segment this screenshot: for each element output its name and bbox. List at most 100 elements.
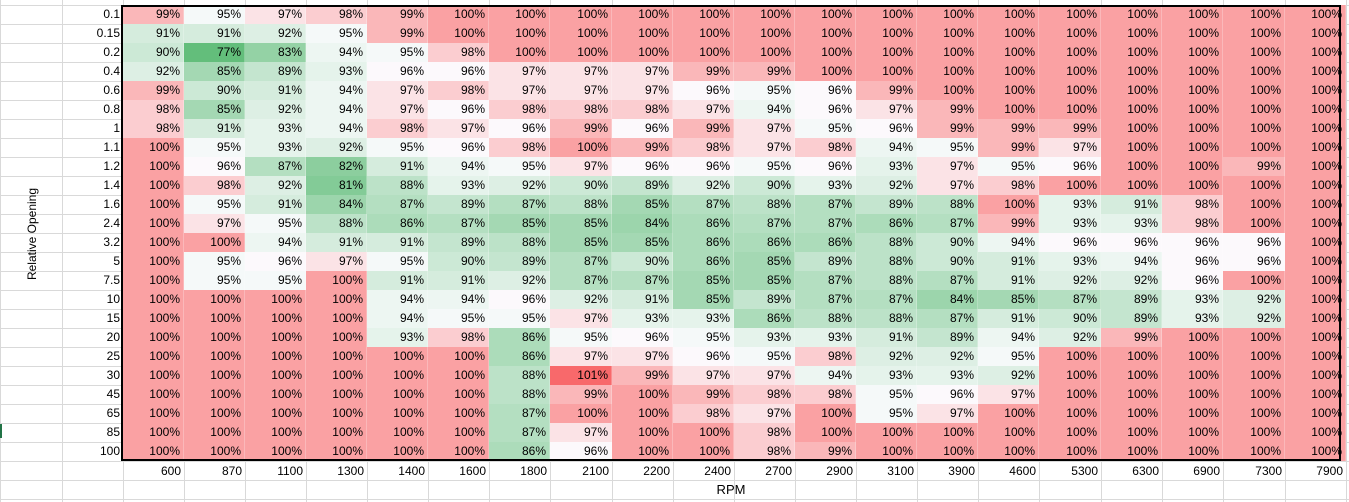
heatmap-cell[interactable]: 100% — [123, 328, 184, 347]
heatmap-cell[interactable]: 100% — [1223, 43, 1285, 62]
heatmap-cell[interactable]: 100% — [306, 328, 367, 347]
heatmap-cell[interactable]: 100% — [917, 81, 978, 100]
heatmap-cell[interactable]: 100% — [550, 43, 612, 62]
heatmap-cell[interactable]: 100% — [1039, 43, 1101, 62]
heatmap-cell[interactable]: 97% — [184, 214, 245, 233]
heatmap-cell[interactable]: 96% — [1223, 233, 1285, 252]
heatmap-cell[interactable]: 100% — [612, 385, 673, 404]
heatmap-cell[interactable]: 96% — [184, 157, 245, 176]
heatmap-cell[interactable]: 100% — [917, 442, 978, 461]
heatmap-cell[interactable]: 100% — [1285, 195, 1346, 214]
heatmap-cell[interactable]: 100% — [673, 24, 734, 43]
heatmap-cell[interactable]: 100% — [1101, 423, 1162, 442]
heatmap-cell[interactable]: 100% — [795, 43, 856, 62]
heatmap-cell[interactable]: 87% — [245, 157, 306, 176]
heatmap-cell[interactable]: 91% — [856, 328, 917, 347]
heatmap-cell[interactable]: 100% — [123, 347, 184, 366]
heatmap-cell[interactable]: 100% — [306, 366, 367, 385]
heatmap-cell[interactable]: 100% — [917, 5, 978, 24]
heatmap-cell[interactable]: 77% — [184, 43, 245, 62]
heatmap-cell[interactable]: 93% — [856, 157, 917, 176]
heatmap-cell[interactable]: 92% — [1101, 271, 1162, 290]
heatmap-cell[interactable]: 98% — [428, 81, 489, 100]
heatmap-cell[interactable]: 100% — [978, 423, 1039, 442]
heatmap-cell[interactable]: 100% — [1285, 347, 1346, 366]
heatmap-cell[interactable]: 94% — [306, 81, 367, 100]
heatmap-cell[interactable]: 85% — [734, 252, 795, 271]
heatmap-cell[interactable]: 100% — [428, 385, 489, 404]
heatmap-cell[interactable]: 95% — [184, 271, 245, 290]
heatmap-cell[interactable]: 95% — [673, 328, 734, 347]
heatmap-cell[interactable]: 100% — [428, 366, 489, 385]
heatmap-cell[interactable]: 96% — [367, 62, 428, 81]
heatmap-cell[interactable]: 95% — [367, 138, 428, 157]
heatmap-cell[interactable]: 100% — [184, 404, 245, 423]
heatmap-cell[interactable]: 100% — [1039, 5, 1101, 24]
heatmap-cell[interactable]: 100% — [1162, 423, 1223, 442]
heatmap-cell[interactable]: 98% — [489, 138, 550, 157]
heatmap-cell[interactable]: 89% — [1101, 309, 1162, 328]
heatmap-cell[interactable]: 91% — [367, 233, 428, 252]
heatmap-cell[interactable]: 100% — [123, 309, 184, 328]
heatmap-cell[interactable]: 88% — [856, 271, 917, 290]
heatmap-cell[interactable]: 100% — [1223, 100, 1285, 119]
heatmap-cell[interactable]: 99% — [367, 5, 428, 24]
heatmap-cell[interactable]: 100% — [1162, 138, 1223, 157]
heatmap-cell[interactable]: 100% — [1162, 366, 1223, 385]
heatmap-cell[interactable]: 96% — [612, 157, 673, 176]
heatmap-cell[interactable]: 97% — [550, 157, 612, 176]
heatmap-cell[interactable]: 100% — [1223, 366, 1285, 385]
heatmap-cell[interactable]: 95% — [184, 252, 245, 271]
heatmap-cell[interactable]: 97% — [917, 157, 978, 176]
heatmap-cell[interactable]: 100% — [245, 423, 306, 442]
heatmap-cell[interactable]: 100% — [795, 24, 856, 43]
heatmap-cell[interactable]: 99% — [123, 5, 184, 24]
heatmap-cell[interactable]: 98% — [306, 5, 367, 24]
heatmap-cell[interactable]: 98% — [795, 347, 856, 366]
heatmap-cell[interactable]: 97% — [428, 119, 489, 138]
heatmap-cell[interactable]: 98% — [978, 176, 1039, 195]
heatmap-cell[interactable]: 84% — [306, 195, 367, 214]
heatmap-cell[interactable]: 95% — [245, 271, 306, 290]
heatmap-cell[interactable]: 100% — [1039, 404, 1101, 423]
heatmap-cell[interactable]: 100% — [917, 62, 978, 81]
heatmap-cell[interactable]: 86% — [734, 233, 795, 252]
heatmap-cell[interactable]: 100% — [428, 442, 489, 461]
heatmap-cell[interactable]: 97% — [489, 81, 550, 100]
heatmap-cell[interactable]: 96% — [856, 119, 917, 138]
heatmap-cell[interactable]: 95% — [489, 309, 550, 328]
heatmap-cell[interactable]: 98% — [673, 138, 734, 157]
heatmap-cell[interactable]: 88% — [306, 214, 367, 233]
heatmap-cell[interactable]: 81% — [306, 176, 367, 195]
heatmap-cell[interactable]: 96% — [795, 157, 856, 176]
heatmap-cell[interactable]: 100% — [1223, 214, 1285, 233]
heatmap-cell[interactable]: 90% — [734, 176, 795, 195]
heatmap-cell[interactable]: 96% — [1223, 252, 1285, 271]
heatmap-cell[interactable]: 88% — [367, 176, 428, 195]
heatmap-cell[interactable]: 99% — [917, 119, 978, 138]
heatmap-cell[interactable]: 100% — [1223, 385, 1285, 404]
heatmap-cell[interactable]: 99% — [978, 119, 1039, 138]
heatmap-cell[interactable]: 96% — [550, 442, 612, 461]
heatmap-cell[interactable]: 97% — [917, 176, 978, 195]
heatmap-cell[interactable]: 97% — [550, 347, 612, 366]
heatmap-cell[interactable]: 100% — [612, 404, 673, 423]
heatmap-cell[interactable]: 93% — [428, 176, 489, 195]
heatmap-cell[interactable]: 97% — [673, 100, 734, 119]
heatmap-cell[interactable]: 96% — [673, 347, 734, 366]
heatmap-cell[interactable]: 100% — [1101, 442, 1162, 461]
heatmap-cell[interactable]: 99% — [367, 24, 428, 43]
heatmap-cell[interactable]: 100% — [856, 62, 917, 81]
heatmap-cell[interactable]: 100% — [1101, 176, 1162, 195]
heatmap-cell[interactable]: 100% — [856, 423, 917, 442]
heatmap-cell[interactable]: 98% — [734, 423, 795, 442]
heatmap-cell[interactable]: 99% — [978, 138, 1039, 157]
heatmap-cell[interactable]: 100% — [306, 385, 367, 404]
heatmap-cell[interactable]: 100% — [1285, 423, 1346, 442]
heatmap-cell[interactable]: 100% — [123, 366, 184, 385]
heatmap-cell[interactable]: 97% — [612, 81, 673, 100]
heatmap-cell[interactable]: 93% — [1162, 309, 1223, 328]
heatmap-cell[interactable]: 99% — [673, 385, 734, 404]
heatmap-cell[interactable]: 96% — [428, 138, 489, 157]
heatmap-cell[interactable]: 100% — [1223, 347, 1285, 366]
